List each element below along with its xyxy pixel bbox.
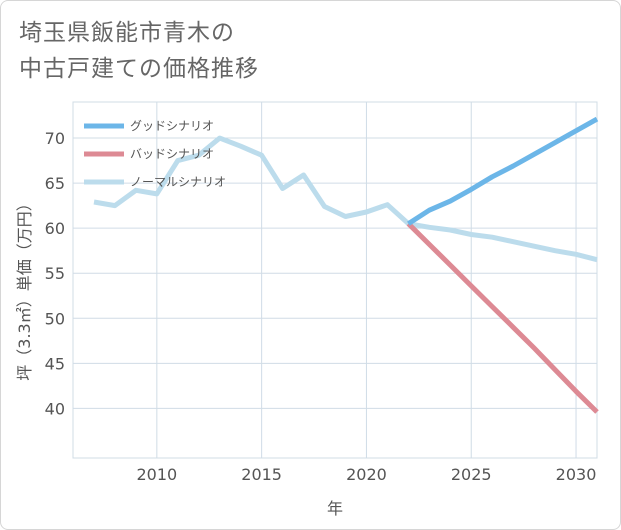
y-tick-label: 60 [45, 219, 65, 238]
x-tick-label: 2015 [241, 465, 282, 484]
x-tick-label: 2025 [451, 465, 492, 484]
series-layer [93, 116, 599, 414]
y-tick-label: 55 [45, 264, 65, 283]
y-tick-label: 40 [45, 399, 65, 418]
series-line-good [407, 116, 599, 226]
chart-title-line1: 埼玉県飯能市青木の [19, 20, 235, 46]
y-tick-label: 45 [45, 354, 65, 373]
axes: 2010 2015 2020 2025 2030 40 45 50 55 60 65 70 [45, 129, 597, 484]
x-axis-title: 年 [327, 499, 343, 518]
y-tick-label: 65 [45, 174, 65, 193]
chart-title: 埼玉県飯能市青木の 中古戸建ての価格推移 [19, 15, 579, 87]
series-line-normal [93, 135, 598, 263]
x-tick-label: 2010 [136, 465, 177, 484]
plot-frame [72, 101, 598, 459]
y-tick-label: 70 [45, 129, 65, 148]
legend-label-bad: バッドシナリオ [130, 147, 214, 161]
x-tick-label: 2030 [556, 465, 597, 484]
x-tick-label: 2020 [346, 465, 387, 484]
y-axis-title: 坪（3.3㎡）単価（万円） [15, 195, 34, 380]
legend-label-normal: ノーマルシナリオ [130, 175, 226, 189]
y-tick-label: 50 [45, 309, 65, 328]
grid-lines [72, 101, 598, 459]
series-line-bad [406, 221, 599, 414]
chart-title-line2: 中古戸建ての価格推移 [19, 56, 259, 82]
legend-label-good: グッドシナリオ [130, 119, 214, 133]
